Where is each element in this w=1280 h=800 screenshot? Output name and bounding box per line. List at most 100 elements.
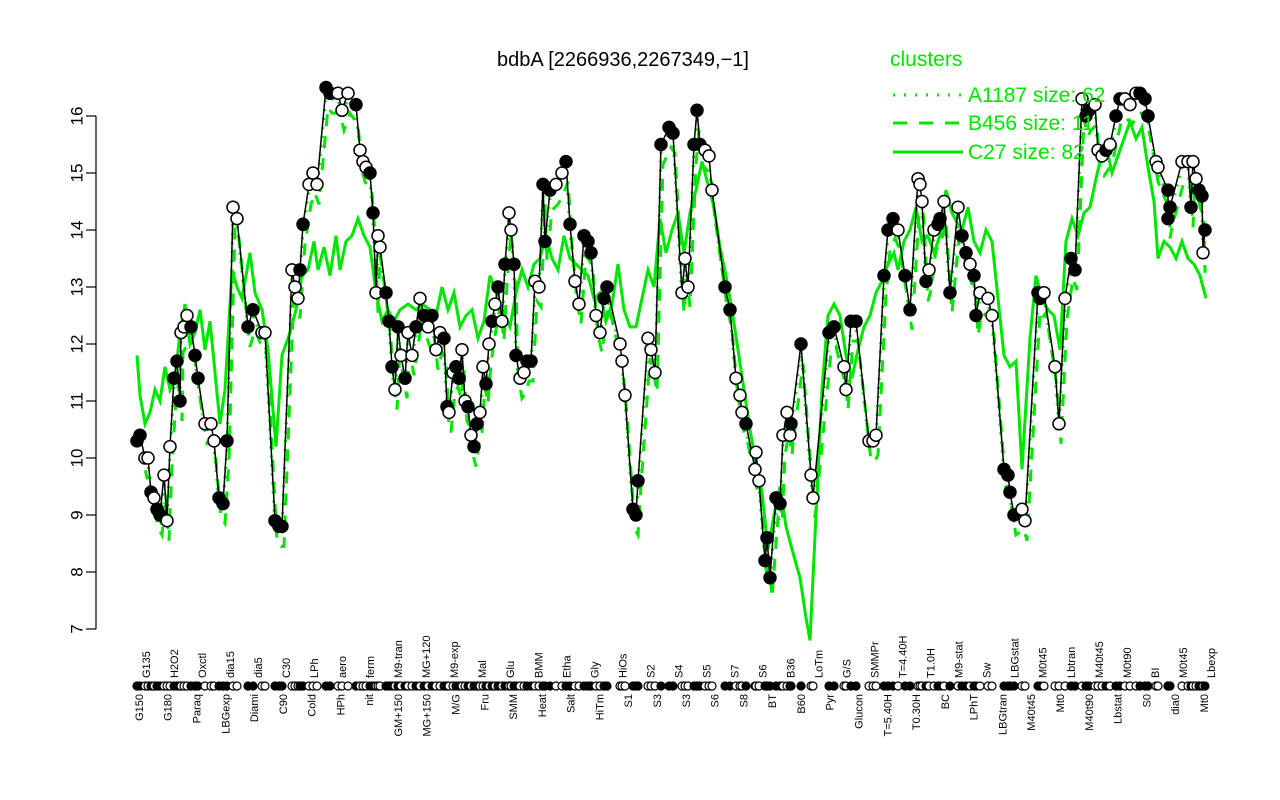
- legend-title: clusters: [890, 48, 962, 71]
- data-point: [597, 291, 611, 306]
- x-tick-label: M0t45: [1038, 647, 1050, 678]
- x-tick-label: GM+150: [393, 694, 405, 737]
- cluster-lines: [135, 88, 1209, 641]
- x-tick-label: Mt0: [1199, 694, 1211, 712]
- data-point: [922, 263, 936, 277]
- data-point: [421, 320, 435, 334]
- x-tick-label: T0.30H: [911, 694, 923, 730]
- data-point: [869, 428, 883, 442]
- data-point: [733, 388, 747, 403]
- data-point: [849, 314, 863, 328]
- data-point: [241, 320, 255, 334]
- x-tick-label: S4: [673, 665, 685, 678]
- data-point: [955, 228, 969, 243]
- legend-entry-b456: B456 size: 11: [968, 112, 1094, 135]
- data-point: [366, 206, 380, 220]
- x-tick-label: HiOs: [617, 653, 629, 678]
- x-tick-label: M9-exp: [449, 641, 461, 678]
- data-point: [230, 211, 244, 226]
- data-point: [618, 388, 632, 403]
- data-point: [1015, 502, 1029, 517]
- x-tick-label: ferm: [365, 656, 377, 678]
- data-point: [593, 325, 607, 340]
- y-tick-label: 7: [67, 624, 86, 633]
- x-tick-label: dia15: [225, 651, 237, 678]
- data-point: [1138, 92, 1152, 106]
- data-point: [173, 394, 187, 408]
- data-point: [758, 553, 772, 568]
- data-point: [509, 348, 523, 363]
- data-point: [373, 240, 387, 254]
- data-point: [1163, 200, 1177, 214]
- x-tick-label: M0t45: [1178, 647, 1190, 678]
- x-tick-label: S2: [645, 665, 657, 678]
- data-point: [1151, 160, 1165, 175]
- x-tick-label: T1.0H: [926, 648, 938, 678]
- data-point: [913, 177, 927, 192]
- data-point: [1196, 246, 1210, 260]
- data-point: [385, 360, 399, 374]
- data-point: [1003, 485, 1017, 499]
- data-point: [296, 217, 310, 232]
- x-tick-label: Lbstat: [1113, 694, 1125, 724]
- cluster-c27-line: [135, 117, 1208, 641]
- x-tick-label: BT: [767, 694, 779, 708]
- x-tick-label: G150: [134, 694, 146, 721]
- x-tick-label: Paraq: [191, 694, 203, 723]
- data-point: [784, 417, 798, 431]
- data-point: [794, 337, 808, 351]
- data-point: [1189, 171, 1203, 186]
- data-point: [705, 183, 719, 197]
- data-point: [425, 308, 439, 323]
- x-tick-label: M40t45: [1026, 694, 1038, 731]
- data-point: [220, 434, 234, 448]
- data-point: [371, 228, 385, 243]
- data-point: [783, 428, 797, 442]
- x-tick-label: Mal: [477, 660, 489, 678]
- legend-entry-a1187: A1187 size: 62: [968, 84, 1105, 107]
- data-point: [502, 206, 516, 220]
- x-tick-label: Mt0: [1055, 694, 1067, 712]
- data-point: [363, 166, 377, 180]
- y-tick-label: 13: [67, 278, 86, 297]
- x-tick-label: BMM: [533, 652, 545, 678]
- data-point: [739, 417, 753, 431]
- x-tick-label: T=4.40H: [898, 635, 910, 678]
- data-point: [804, 468, 818, 482]
- x-tick-label: S6: [757, 665, 769, 678]
- x-tick-label: LPhT: [969, 694, 981, 721]
- data-point: [891, 223, 905, 237]
- data-point: [310, 177, 324, 192]
- data-point: [517, 365, 531, 380]
- x-tick-label: LoTm: [814, 650, 826, 678]
- data-point: [563, 217, 577, 232]
- data-point: [919, 274, 933, 289]
- data-point: [1037, 285, 1051, 300]
- data-point: [943, 285, 957, 300]
- data-point: [349, 97, 363, 112]
- x-tick-label: G/S: [842, 659, 854, 678]
- legend: clusters A1187 size: 62 B456 size: 11 C2…: [890, 48, 1105, 164]
- x-tick-label: M40t45: [1094, 641, 1106, 678]
- x-tick-label: M9-tran: [393, 640, 405, 678]
- data-point: [749, 445, 763, 460]
- x-tick-label: BC: [940, 694, 952, 709]
- cluster-b456-line: [137, 103, 1209, 598]
- data-point: [133, 428, 147, 442]
- x-tick-label: HiTm: [594, 694, 606, 720]
- data-point: [184, 320, 198, 334]
- x-tick-label: H2O2: [169, 649, 181, 678]
- x-tick-label: M40t90: [1084, 694, 1096, 731]
- data-point: [1198, 223, 1212, 237]
- data-point: [1058, 291, 1072, 306]
- data-point: [729, 371, 743, 385]
- data-point: [532, 280, 546, 294]
- data-point: [476, 360, 490, 374]
- y-tick-label: 16: [67, 107, 86, 126]
- data-points: [130, 80, 1212, 585]
- data-point: [1018, 513, 1032, 528]
- data-point: [589, 308, 603, 323]
- data-point: [1161, 183, 1175, 197]
- data-point: [581, 234, 595, 249]
